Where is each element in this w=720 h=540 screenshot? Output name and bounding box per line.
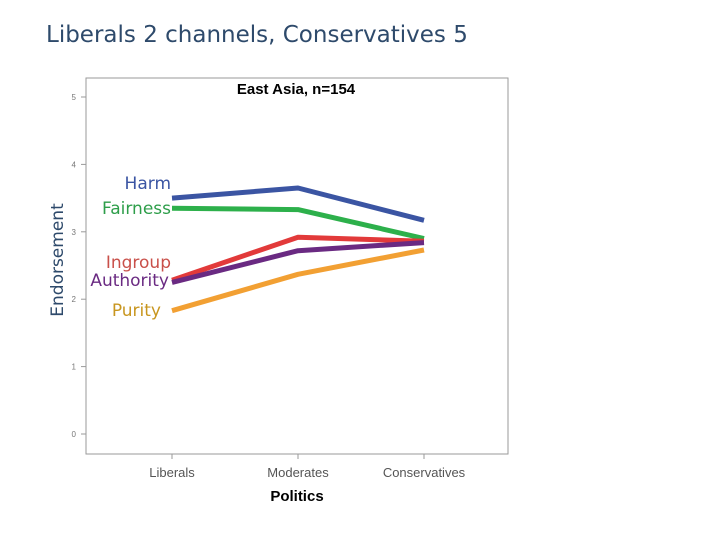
series-line-fairness — [171, 205, 425, 241]
x-tick-label: Liberals — [149, 465, 195, 480]
x-tick-label: Moderates — [267, 465, 329, 480]
x-tick-label: Conservatives — [383, 465, 466, 480]
y-tick-label: 1 — [72, 363, 77, 372]
series-line-harm — [171, 185, 425, 223]
series-line-authority — [171, 240, 425, 285]
series-label-authority: Authority — [90, 271, 169, 291]
series-line-ingroup — [171, 234, 425, 283]
x-ticks-group: Liberals Moderates Conservatives — [149, 454, 466, 480]
y-tick-label: 2 — [72, 295, 77, 304]
series-line-purity — [171, 247, 425, 314]
y-tick-label: 5 — [72, 93, 77, 102]
y-tick-label: 0 — [72, 430, 77, 439]
y-ticks-group: 0 1 2 3 4 5 — [72, 93, 86, 439]
series-label-harm: Harm — [124, 174, 171, 194]
y-tick-label: 4 — [72, 160, 77, 169]
series-lines-group — [171, 185, 425, 314]
series-label-fairness: Fairness — [102, 199, 171, 219]
x-axis-label: Politics — [270, 488, 323, 505]
y-tick-label: 3 — [72, 228, 77, 237]
slide-title: Liberals 2 channels, Conservatives 5 — [46, 22, 468, 48]
series-label-purity: Purity — [111, 301, 161, 321]
series-label-ingroup: Ingroup — [105, 253, 171, 273]
chart-title: East Asia, n=154 — [237, 81, 356, 98]
